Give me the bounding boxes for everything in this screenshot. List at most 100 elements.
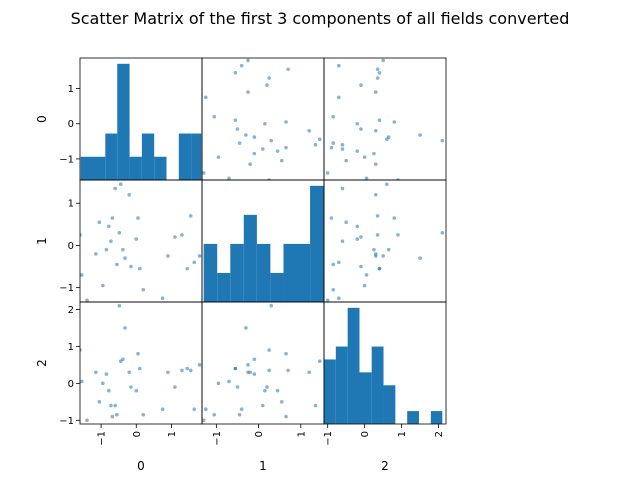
- scatter-point: [136, 216, 140, 220]
- scatter-point: [375, 233, 380, 237]
- scatter-point: [233, 70, 238, 75]
- scatter-point: [440, 230, 445, 235]
- scatter-point: [80, 348, 82, 352]
- scatter-point: [197, 363, 202, 367]
- scatter-point: [239, 63, 244, 68]
- scatter-point: [325, 171, 330, 175]
- scatter-point: [267, 178, 271, 180]
- scatter-point: [134, 388, 139, 393]
- scatter-point: [381, 254, 385, 258]
- scatter-point: [233, 366, 238, 371]
- scatter-point: [286, 67, 290, 72]
- scatter-point: [97, 400, 102, 404]
- scatter-point: [85, 418, 89, 423]
- scatter-point: [127, 370, 132, 375]
- hist-bar: [230, 243, 244, 302]
- scatter-point: [185, 366, 190, 371]
- scatter-point: [212, 412, 217, 417]
- scatter-point: [267, 368, 271, 373]
- hist-bar: [324, 359, 336, 424]
- scatter-point: [237, 141, 242, 145]
- scatter-point: [202, 171, 206, 175]
- scatter-point: [284, 120, 288, 124]
- x-tick-label: −1: [212, 431, 223, 446]
- hist-bar: [407, 411, 420, 424]
- y-axis-label: 0: [35, 115, 49, 123]
- scatter-point: [141, 412, 146, 417]
- scatter-point: [364, 176, 369, 180]
- scatter-point: [325, 298, 330, 302]
- scatter-point: [372, 151, 376, 156]
- scatter-point: [185, 266, 190, 271]
- y-tick-label: 1: [68, 199, 74, 210]
- scatter-point: [336, 260, 341, 265]
- scatter-point: [237, 412, 242, 417]
- scatter-point: [127, 192, 132, 197]
- hist-bar: [93, 156, 106, 180]
- scatter-point: [355, 224, 360, 229]
- scatter-point: [104, 247, 109, 252]
- scatter-point: [252, 151, 257, 156]
- hist-bar: [335, 346, 348, 424]
- hist-bar: [203, 243, 218, 302]
- hist-bar: [141, 133, 155, 180]
- scatter-point: [246, 370, 250, 375]
- scatter-point: [284, 145, 288, 150]
- scatter-point: [373, 254, 378, 258]
- scatter-point: [265, 385, 269, 389]
- scatter-point: [329, 145, 334, 150]
- scatter-point: [129, 385, 133, 389]
- scatter-point: [173, 235, 177, 239]
- scatter-point: [307, 128, 312, 133]
- hist-bar: [296, 243, 311, 302]
- scatter-point: [166, 370, 170, 375]
- hist-bar: [347, 307, 360, 424]
- scatter-point: [385, 182, 389, 187]
- scatter-point: [80, 233, 82, 237]
- scatter-point: [137, 266, 142, 271]
- scatter-point: [123, 326, 127, 330]
- scatter-point: [216, 381, 221, 386]
- scatter-point: [188, 368, 193, 373]
- scatter-point: [307, 370, 312, 375]
- scatter-point: [331, 287, 336, 292]
- x-tick-label: 0: [360, 431, 371, 437]
- scatter-point: [355, 149, 360, 153]
- y-tick-label: 2: [68, 305, 74, 316]
- scatter-point: [235, 385, 240, 389]
- scatter-point: [317, 137, 322, 142]
- scatter-point: [336, 95, 341, 100]
- scatter-point: [386, 135, 391, 139]
- chart-title: Scatter Matrix of the first 3 components…: [71, 9, 570, 28]
- scatter-point: [359, 127, 363, 131]
- scatter-point: [373, 192, 378, 197]
- scatter-point: [244, 133, 248, 137]
- scatter-point: [109, 403, 113, 408]
- x-tick-label: 1: [167, 431, 178, 437]
- hist-bar: [129, 156, 142, 180]
- scatter-point: [377, 266, 382, 271]
- scatter-point: [248, 162, 252, 166]
- scatter-point: [203, 95, 208, 100]
- y-tick-label: 0: [68, 379, 74, 390]
- y-tick-label: 1: [68, 342, 74, 353]
- scatter-point: [359, 235, 363, 239]
- scatter-point: [275, 149, 280, 153]
- scatter-point: [263, 388, 267, 393]
- scatter-point: [375, 214, 380, 218]
- scatter-point: [267, 348, 271, 352]
- scatter-point: [110, 414, 115, 419]
- scatter-point: [80, 273, 84, 277]
- scatter-point: [212, 114, 217, 119]
- hist-bar: [270, 272, 284, 302]
- x-axis-label: 2: [381, 459, 389, 473]
- y-tick-label: −1: [59, 283, 74, 294]
- scatter-point: [267, 76, 271, 80]
- x-tick-label: 1: [397, 431, 408, 437]
- scatter-point: [121, 247, 125, 252]
- y-axis-label: 1: [35, 237, 49, 245]
- scatter-point: [227, 379, 231, 384]
- x-tick-label: −1: [323, 431, 334, 446]
- scatter-point: [344, 158, 348, 163]
